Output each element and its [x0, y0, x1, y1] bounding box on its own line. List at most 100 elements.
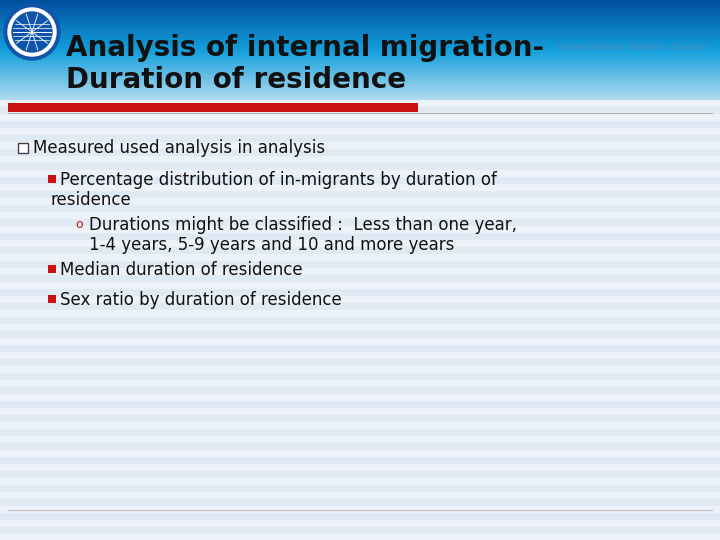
Bar	[0, 75, 720, 76]
Text: Sex ratio by duration of residence: Sex ratio by duration of residence	[60, 291, 342, 309]
Bar	[0, 163, 720, 170]
Bar	[0, 5, 720, 6]
Bar	[0, 499, 720, 506]
Bar	[0, 25, 720, 26]
Bar	[0, 100, 720, 107]
Bar	[0, 387, 720, 394]
Bar	[0, 107, 720, 114]
Bar	[0, 16, 720, 17]
Text: residence: residence	[50, 191, 131, 209]
Bar	[0, 3, 720, 4]
Bar	[0, 52, 720, 54]
Bar	[0, 219, 720, 226]
Bar	[0, 23, 720, 24]
Bar	[0, 394, 720, 401]
Bar	[0, 37, 720, 39]
Bar	[0, 45, 720, 46]
Bar	[0, 43, 720, 44]
Bar	[0, 226, 720, 233]
Bar	[0, 57, 720, 59]
Bar	[0, 177, 720, 184]
Bar	[0, 96, 720, 98]
Bar	[0, 443, 720, 450]
Bar	[0, 55, 720, 56]
Bar	[0, 471, 720, 478]
Bar	[0, 83, 720, 84]
Bar	[18, 143, 28, 153]
Bar	[0, 92, 720, 94]
Bar	[0, 366, 720, 373]
Bar	[0, 303, 720, 310]
Bar	[0, 26, 720, 28]
Bar	[0, 121, 720, 128]
Bar	[0, 64, 720, 65]
Text: Percentage distribution of in-migrants by duration of: Percentage distribution of in-migrants b…	[60, 171, 497, 189]
Circle shape	[8, 8, 56, 56]
Bar	[0, 59, 720, 60]
Bar	[0, 19, 720, 20]
Bar	[0, 29, 720, 30]
Bar	[48, 295, 56, 303]
Bar	[0, 408, 720, 415]
Bar	[48, 265, 56, 273]
Bar	[0, 21, 720, 23]
Bar	[0, 436, 720, 443]
Bar	[0, 492, 720, 499]
Circle shape	[12, 12, 52, 52]
Text: o: o	[75, 219, 83, 232]
Bar	[0, 20, 720, 21]
Bar	[0, 9, 720, 10]
Bar	[0, 71, 720, 72]
Text: Median duration of residence: Median duration of residence	[60, 261, 302, 279]
Bar	[0, 80, 720, 81]
Bar	[0, 60, 720, 61]
Bar	[0, 78, 720, 79]
Bar	[0, 401, 720, 408]
Bar	[0, 415, 720, 422]
Bar	[0, 520, 720, 527]
Bar	[0, 44, 720, 45]
Bar	[48, 175, 56, 183]
Bar	[0, 31, 720, 32]
Bar	[0, 373, 720, 380]
Text: United Nations Statistics Division: United Nations Statistics Division	[559, 44, 708, 52]
Bar	[0, 39, 720, 40]
Bar	[0, 30, 720, 31]
Bar	[0, 33, 720, 35]
Bar	[0, 84, 720, 85]
Bar	[0, 81, 720, 83]
Bar	[0, 464, 720, 471]
Bar	[0, 268, 720, 275]
Bar	[0, 72, 720, 74]
Bar	[0, 191, 720, 198]
Bar	[0, 345, 720, 352]
Bar	[0, 63, 720, 64]
Bar	[0, 11, 720, 12]
Bar	[0, 205, 720, 212]
Bar	[0, 68, 720, 69]
Bar	[0, 17, 720, 19]
Bar	[0, 240, 720, 247]
Bar	[0, 85, 720, 86]
Bar	[0, 457, 720, 464]
Bar	[0, 338, 720, 345]
Bar	[0, 94, 720, 95]
Bar	[0, 247, 720, 254]
Bar	[0, 485, 720, 492]
Bar	[0, 95, 720, 96]
Bar	[0, 74, 720, 75]
Bar	[0, 32, 720, 33]
Bar	[0, 86, 720, 87]
Bar	[0, 79, 720, 80]
Bar	[0, 513, 720, 520]
Bar	[0, 36, 720, 37]
Bar	[0, 61, 720, 63]
Bar	[0, 275, 720, 282]
Text: Analysis of internal migration-: Analysis of internal migration-	[66, 34, 544, 62]
Bar	[0, 156, 720, 163]
Bar	[0, 70, 720, 71]
Bar	[0, 296, 720, 303]
Bar	[0, 289, 720, 296]
Bar	[0, 170, 720, 177]
Bar	[0, 422, 720, 429]
